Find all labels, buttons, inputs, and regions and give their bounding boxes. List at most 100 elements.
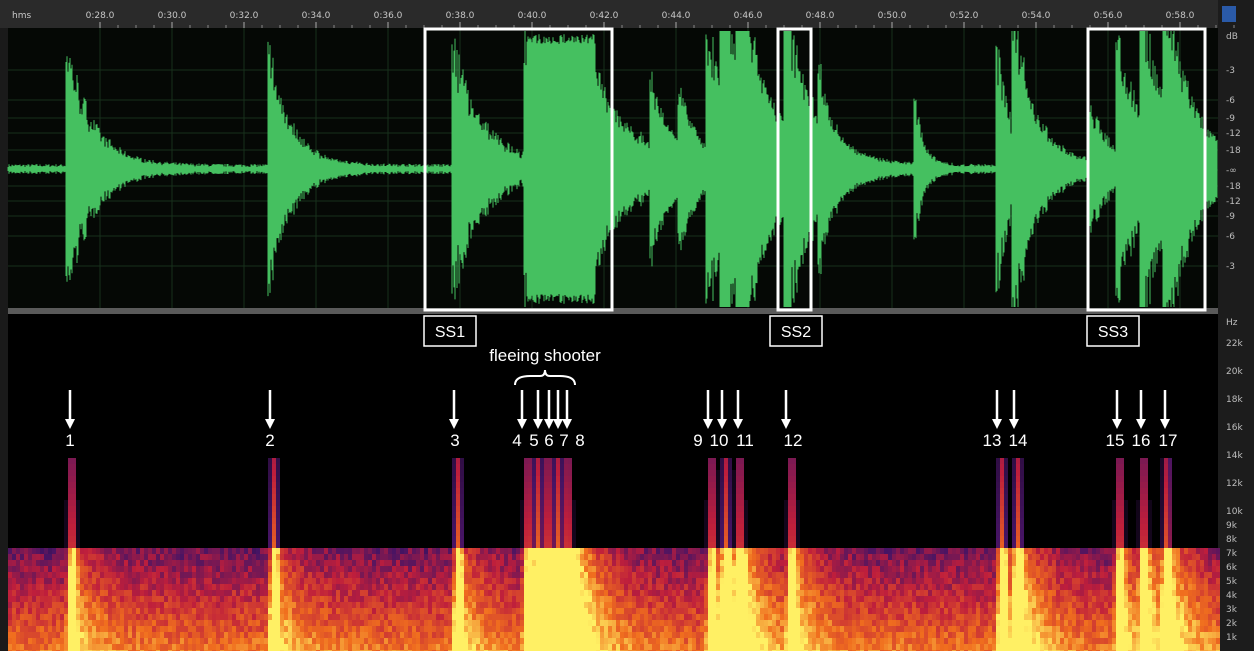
spectrogram-cell	[272, 632, 276, 638]
spectrogram-cell	[324, 584, 328, 590]
spectrogram-cell	[292, 578, 296, 584]
spectrogram-cell	[220, 626, 224, 632]
spectrogram-cell	[200, 608, 204, 614]
spectrogram-cell	[8, 572, 12, 578]
spectrogram-cell	[256, 548, 260, 554]
spectrogram-cell	[72, 608, 76, 614]
spectrogram-cell	[852, 584, 856, 590]
spectrogram-cell	[712, 590, 716, 596]
spectrogram-cell	[372, 572, 376, 578]
spectrogram-cell	[588, 632, 592, 638]
zoom-button[interactable]	[1222, 6, 1236, 22]
spectrogram-cell	[520, 554, 524, 560]
spectrogram-cell	[180, 578, 184, 584]
spectrogram-cell	[628, 626, 632, 632]
spectrogram-cell	[804, 614, 808, 620]
spectrogram-cell	[100, 590, 104, 596]
spectrogram-cell	[620, 596, 624, 602]
spectrogram-cell	[724, 506, 728, 512]
spectrogram-cell	[540, 524, 544, 530]
spectrogram-cell	[216, 548, 220, 554]
spectrogram-cell	[836, 608, 840, 614]
spectrogram-cell	[392, 632, 396, 638]
spectrogram-cell	[172, 566, 176, 572]
spectrogram-cell	[288, 608, 292, 614]
spectrogram-cell	[756, 590, 760, 596]
spectrogram-cell	[664, 566, 668, 572]
spectrogram-cell	[188, 578, 192, 584]
spectrogram-cell	[452, 464, 456, 470]
spectrogram-cell	[768, 602, 772, 608]
spectrogram-cell	[196, 608, 200, 614]
spectrogram-cell	[808, 584, 812, 590]
spectrogram-cell	[456, 602, 460, 608]
spectrogram-cell	[548, 458, 552, 464]
spectrogram-cell	[776, 602, 780, 608]
spectrogram-cell	[912, 554, 916, 560]
spectrogram-cell	[528, 476, 532, 482]
spectrogram-cell	[84, 626, 88, 632]
spectrogram-cell	[712, 572, 716, 578]
spectrogram-cell	[772, 638, 776, 644]
spectrogram-cell	[536, 632, 540, 638]
spectrogram-cell	[544, 458, 548, 464]
spectrogram-cell	[804, 566, 808, 572]
spectrogram-cell	[660, 596, 664, 602]
spectrogram-cell	[292, 608, 296, 614]
spectrogram-cell	[296, 596, 300, 602]
spectrogram-cell	[640, 638, 644, 644]
spectrogram-cell	[348, 590, 352, 596]
spectrogram-cell	[200, 638, 204, 644]
spectrogram-cell	[632, 632, 636, 638]
spectrogram-cell	[148, 626, 152, 632]
spectrogram-cell	[936, 566, 940, 572]
spectrogram-cell	[956, 638, 960, 644]
spectrogram-cell	[40, 566, 44, 572]
spectrogram-cell	[208, 596, 212, 602]
spectrogram-cell	[608, 560, 612, 566]
spectrogram-cell	[620, 590, 624, 596]
spectrogram-cell	[640, 548, 644, 554]
spectrogram-cell	[44, 590, 48, 596]
spectrogram-cell	[424, 578, 428, 584]
spectrogram-cell	[268, 506, 272, 512]
spectrogram-cell	[308, 608, 312, 614]
spectrogram-cell	[68, 590, 72, 596]
spectrogram-cell	[692, 626, 696, 632]
spectrogram-cell	[152, 602, 156, 608]
spectrogram-cell	[104, 602, 108, 608]
spectrogram-cell	[276, 536, 280, 542]
spectrogram-cell	[276, 572, 280, 578]
spectrogram-cell	[104, 614, 108, 620]
spectrogram-cell	[356, 614, 360, 620]
spectrogram-cell	[864, 614, 868, 620]
spectrogram-cell	[568, 482, 572, 488]
spectrogram-cell	[760, 554, 764, 560]
spectrogram-cell	[264, 572, 268, 578]
spectrogram-cell	[68, 482, 72, 488]
spectrogram-cell	[192, 548, 196, 554]
spectrogram-cell	[328, 590, 332, 596]
spectrogram-cell	[468, 638, 472, 644]
spectrogram-cell	[228, 590, 232, 596]
spectrogram-cell	[316, 596, 320, 602]
spectrogram-cell	[952, 638, 956, 644]
spectrogram-cell	[752, 596, 756, 602]
spectrogram-cell	[908, 620, 912, 626]
spectrogram-cell	[716, 524, 720, 530]
spectrogram-cell	[560, 536, 564, 542]
spectrogram-cell	[224, 620, 228, 626]
spectrogram-cell	[736, 482, 740, 488]
spectrogram-cell	[68, 638, 72, 644]
spectrogram-cell	[268, 524, 272, 530]
spectrogram-cell	[716, 542, 720, 548]
spectrogram-cell	[356, 548, 360, 554]
spectrogram-cell	[404, 638, 408, 644]
spectrogram-cell	[628, 548, 632, 554]
spectrogram-cell	[124, 566, 128, 572]
spectrogram-cell	[736, 614, 740, 620]
spectrogram-cell	[544, 608, 548, 614]
spectrogram-cell	[220, 560, 224, 566]
spectrogram-cell	[116, 596, 120, 602]
spectrogram-cell	[920, 596, 924, 602]
